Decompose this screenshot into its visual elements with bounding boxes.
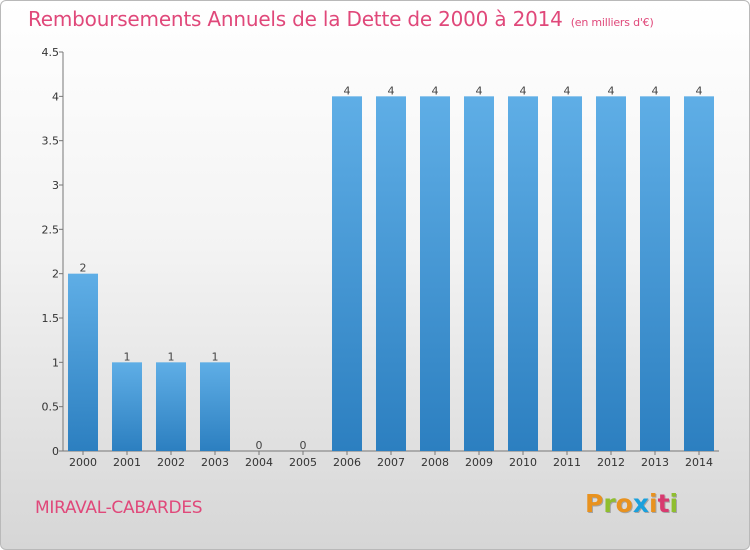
bar (332, 96, 362, 451)
bar (640, 96, 670, 451)
x-tick-label: 2001 (113, 456, 141, 469)
bar-value-label: 4 (608, 84, 615, 97)
x-tick-label: 2008 (421, 456, 449, 469)
y-tick-label: 0 (52, 445, 59, 458)
bar-value-label: 0 (256, 439, 263, 452)
logo-letter: P (585, 489, 604, 518)
bar (420, 96, 450, 451)
y-tick-label: 4.5 (42, 46, 60, 59)
bar (112, 362, 142, 451)
bar (508, 96, 538, 451)
y-tick-label: 3.5 (42, 135, 60, 148)
bar (552, 96, 582, 451)
x-tick-label: 2014 (685, 456, 713, 469)
x-tick-label: 2006 (333, 456, 361, 469)
bar-value-label: 1 (168, 350, 175, 363)
bar-value-label: 4 (652, 84, 659, 97)
logo-letter: r (603, 489, 616, 518)
x-tick-label: 2010 (509, 456, 537, 469)
x-tick-label: 2004 (245, 456, 273, 469)
bar-value-label: 4 (432, 84, 439, 97)
x-tick-label: 2011 (553, 456, 581, 469)
y-tick-label: 1.5 (42, 312, 60, 325)
bar (464, 96, 494, 451)
bar (684, 96, 714, 451)
y-tick-label: 4 (52, 90, 59, 103)
logo-letter: x (632, 489, 649, 518)
y-tick-label: 0.5 (42, 401, 60, 414)
bar-value-label: 1 (124, 350, 131, 363)
chart-value-labels: 2 1 1 1 0 0 4 4 4 4 4 4 4 4 4 (80, 84, 703, 452)
x-tick-label: 2000 (69, 456, 97, 469)
chart-title-text: Remboursements Annuels de la Dette de 20… (28, 7, 563, 31)
logo-letter: o (615, 489, 633, 518)
bar-value-label: 1 (212, 350, 219, 363)
bar (376, 96, 406, 451)
y-tick-label: 1 (52, 356, 59, 369)
chart-title: Remboursements Annuels de la Dette de 20… (28, 7, 654, 31)
logo-letter: i (669, 489, 679, 518)
chart-bars (68, 96, 714, 451)
bar-value-label: 4 (564, 84, 571, 97)
logo-letter: i (649, 489, 658, 518)
bar-value-label: 4 (344, 84, 351, 97)
bar-value-label: 2 (80, 262, 87, 275)
bar-value-label: 4 (520, 84, 527, 97)
bar-value-label: 4 (696, 84, 703, 97)
logo-letter: t (657, 489, 670, 518)
bar (156, 362, 186, 451)
bar-value-label: 4 (388, 84, 395, 97)
bar-value-label: 4 (476, 84, 483, 97)
bar (200, 362, 230, 451)
commune-name: MIRAVAL-CABARDES (35, 498, 203, 518)
y-tick-label: 2.5 (42, 223, 60, 236)
chart-subtitle: (en milliers d'€) (570, 16, 654, 29)
y-tick-label: 2 (52, 268, 59, 281)
bar (68, 273, 98, 451)
y-tick-label: 3 (52, 179, 59, 192)
x-tick-label: 2012 (597, 456, 625, 469)
x-tick-label: 2005 (289, 456, 317, 469)
x-tick-label: 2002 (157, 456, 185, 469)
x-tick-label: 2013 (641, 456, 669, 469)
x-tick-label: 2003 (201, 456, 229, 469)
x-tick-label: 2009 (465, 456, 493, 469)
bar (596, 96, 626, 451)
x-tick-label: 2007 (377, 456, 405, 469)
bar-value-label: 0 (300, 439, 307, 452)
proxiti-logo: Proxiti (585, 489, 678, 518)
